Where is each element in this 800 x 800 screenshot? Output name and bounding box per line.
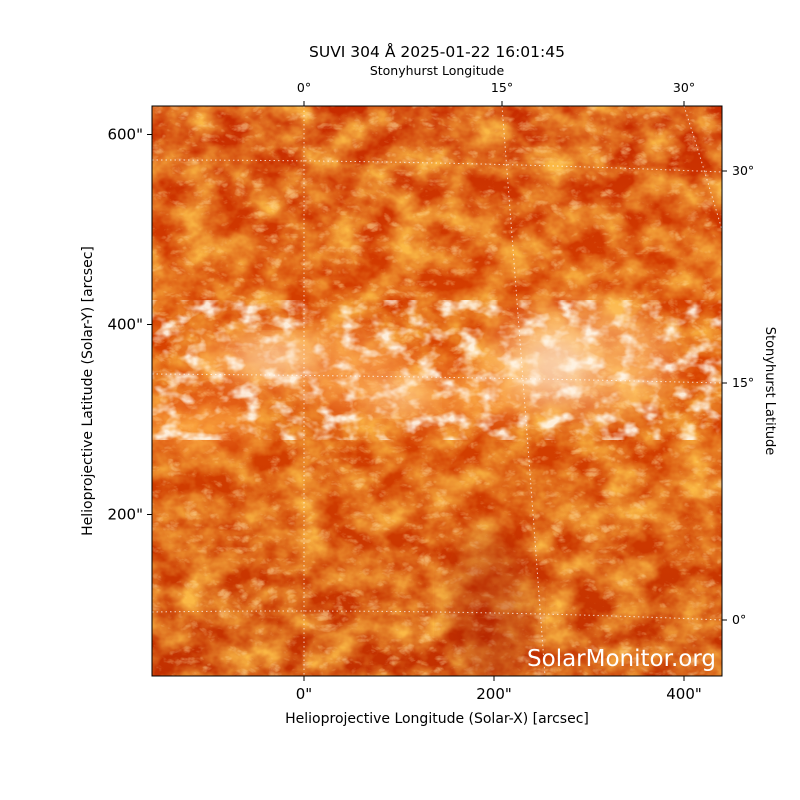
solar-image: SolarMonitor.org: [152, 106, 722, 676]
x-tick-label-1: 200": [476, 685, 512, 703]
x-tick-label-0: 0": [296, 685, 312, 703]
y-tick-label-1: 400": [107, 316, 143, 334]
right-tick-label-0: 0°: [732, 612, 746, 627]
top-tick-label-0: 0°: [297, 80, 311, 95]
x-tick-label-2: 400": [666, 685, 702, 703]
bright-region: [152, 300, 722, 448]
watermark: SolarMonitor.org: [527, 646, 716, 672]
grid-latitude-0: [152, 610, 722, 621]
right-axis-ticks: 0° 15° 30°: [722, 163, 754, 627]
top-tick-label-1: 15°: [491, 80, 513, 95]
y-axis-ticks: 200" 400" 600": [107, 126, 152, 524]
grid-latitude-15: [152, 373, 722, 384]
top-axis-ticks: 0° 15° 30°: [297, 80, 695, 106]
y-tick-label-2: 600": [107, 126, 143, 144]
stonyhurst-grid: [152, 106, 722, 676]
y-axis-label: Helioprojective Latitude (Solar-Y) [arcs…: [80, 246, 96, 536]
right-axis-label: Stonyhurst Latitude: [762, 327, 777, 456]
grid-longitude-30: [683, 106, 722, 231]
top-tick-label-2: 30°: [673, 80, 695, 95]
x-axis-ticks: 0" 200" 400": [296, 676, 702, 703]
x-axis-label: Helioprojective Longitude (Solar-X) [arc…: [285, 711, 589, 727]
right-tick-label-2: 30°: [732, 163, 754, 178]
figure-title: SUVI 304 Å 2025-01-22 16:01:45: [309, 42, 565, 61]
y-tick-label-0: 200": [107, 506, 143, 524]
top-axis-label: Stonyhurst Longitude: [370, 63, 505, 78]
plot-frame: [151, 105, 723, 677]
grid-latitude-30: [152, 159, 722, 173]
right-tick-label-1: 15°: [732, 375, 754, 390]
